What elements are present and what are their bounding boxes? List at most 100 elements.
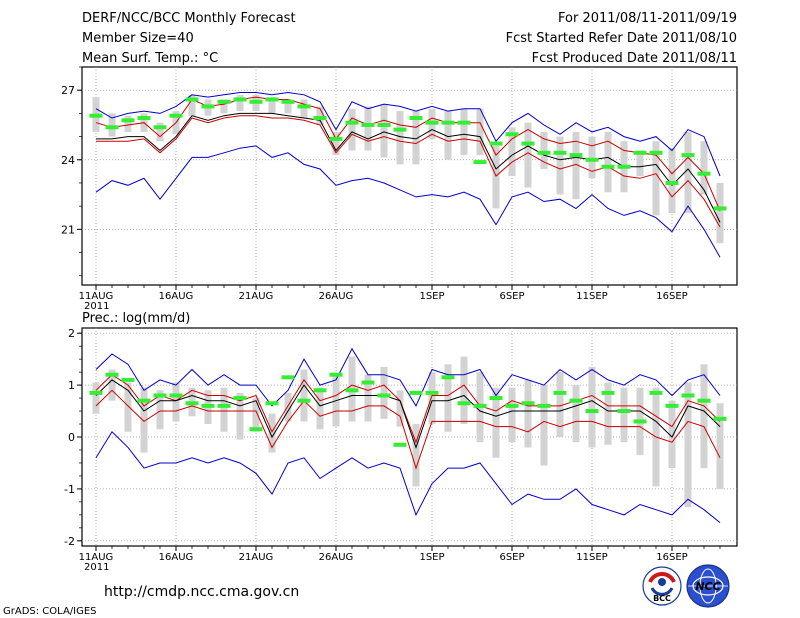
series-line-upper [95, 96, 721, 211]
spread-box [364, 106, 372, 151]
median-marker [185, 401, 199, 406]
spread-box [604, 382, 612, 445]
precip-variable-label: Prec.: log(mm/d) [82, 311, 190, 326]
x-tick-label: 16AUG [159, 291, 194, 302]
spread-box [396, 111, 404, 165]
median-marker [313, 388, 327, 393]
y-tick-label: 24 [61, 154, 75, 167]
spread-box [620, 387, 628, 443]
median-marker [185, 97, 199, 102]
y-tick-label: -2 [64, 535, 75, 548]
spread-box [268, 97, 276, 114]
ncc-logo-text: NCC [695, 580, 720, 593]
y-tick-label: 27 [61, 84, 75, 97]
x-tick-label: 21AUG [239, 552, 274, 563]
median-marker [473, 160, 487, 165]
series-line-mean [95, 379, 721, 449]
year-label: 2011 [84, 301, 109, 312]
median-marker [441, 375, 455, 380]
spread-box [444, 111, 452, 160]
spread-box [524, 122, 532, 188]
spread-box [668, 400, 676, 469]
spread-box [524, 379, 532, 448]
median-marker [217, 403, 231, 408]
spread-box [684, 131, 692, 214]
grads-credit: GrADS: COLA/IGES [3, 606, 97, 617]
median-marker [409, 116, 423, 121]
median-marker [649, 390, 663, 395]
median-marker [617, 164, 631, 169]
median-marker [313, 116, 327, 121]
median-marker [569, 398, 583, 403]
spread-box [396, 390, 404, 427]
median-marker [393, 442, 407, 447]
x-tick-label: 1SEP [419, 552, 444, 563]
spread-box [92, 382, 100, 414]
spread-box [460, 108, 468, 156]
series-line-min [95, 431, 721, 523]
spread-box [428, 372, 436, 425]
median-marker [697, 171, 711, 176]
spread-box [124, 115, 132, 132]
spread-box [588, 366, 596, 448]
median-marker [569, 153, 583, 158]
spread-box [252, 398, 260, 432]
spread-box [700, 364, 708, 469]
spread-box [364, 374, 372, 422]
spread-box [492, 145, 500, 209]
spread-box [156, 390, 164, 430]
median-marker [233, 97, 247, 102]
median-marker [601, 164, 615, 169]
x-tick-label: 21AUG [239, 291, 274, 302]
median-marker [345, 388, 359, 393]
median-marker [265, 401, 279, 406]
spread-box [572, 131, 580, 200]
median-marker [329, 136, 343, 141]
spread-box [412, 424, 420, 487]
median-marker [345, 120, 359, 125]
median-marker [521, 401, 535, 406]
median-marker [201, 403, 215, 408]
median-marker [377, 122, 391, 127]
year-label: 2011 [84, 562, 109, 573]
forecast-period: For 2011/08/11-2011/09/19 [558, 11, 737, 26]
variable-label: Mean Surf. Temp.: °C [82, 51, 218, 66]
median-marker [537, 150, 551, 155]
median-marker [153, 393, 167, 398]
median-marker [457, 120, 471, 125]
spread-box [540, 131, 548, 170]
median-marker [713, 416, 727, 421]
spread-box [236, 392, 244, 440]
y-tick-label: 1 [68, 379, 75, 392]
median-marker [233, 396, 247, 401]
x-tick-label: 16AUG [159, 552, 194, 563]
y-tick-label: 2 [68, 327, 75, 340]
bcc-logo-text: BCC [653, 594, 671, 603]
median-marker [377, 393, 391, 398]
spread-box [412, 111, 420, 165]
series-line-lower [95, 389, 721, 470]
series-line-upper [95, 374, 721, 444]
spread-box [716, 182, 724, 244]
website-url[interactable]: http://cmdp.ncc.cma.gov.cn [104, 584, 299, 600]
median-marker [553, 150, 567, 155]
spread-box [172, 382, 180, 422]
series-line-lower [96, 115, 721, 228]
median-marker [249, 99, 263, 104]
median-marker [249, 427, 263, 432]
x-tick-label: 6SEP [499, 291, 524, 302]
median-marker [121, 377, 135, 382]
median-marker [681, 153, 695, 158]
spread-box [220, 387, 228, 432]
spread-box [492, 387, 500, 458]
median-marker [553, 390, 567, 395]
median-marker [89, 390, 103, 395]
median-marker [665, 403, 679, 408]
median-marker [489, 396, 503, 401]
spread-box [284, 392, 292, 422]
median-marker [713, 206, 727, 211]
spread-box [316, 106, 324, 125]
spread-box [716, 403, 724, 489]
x-tick-label: 26AUG [319, 291, 354, 302]
